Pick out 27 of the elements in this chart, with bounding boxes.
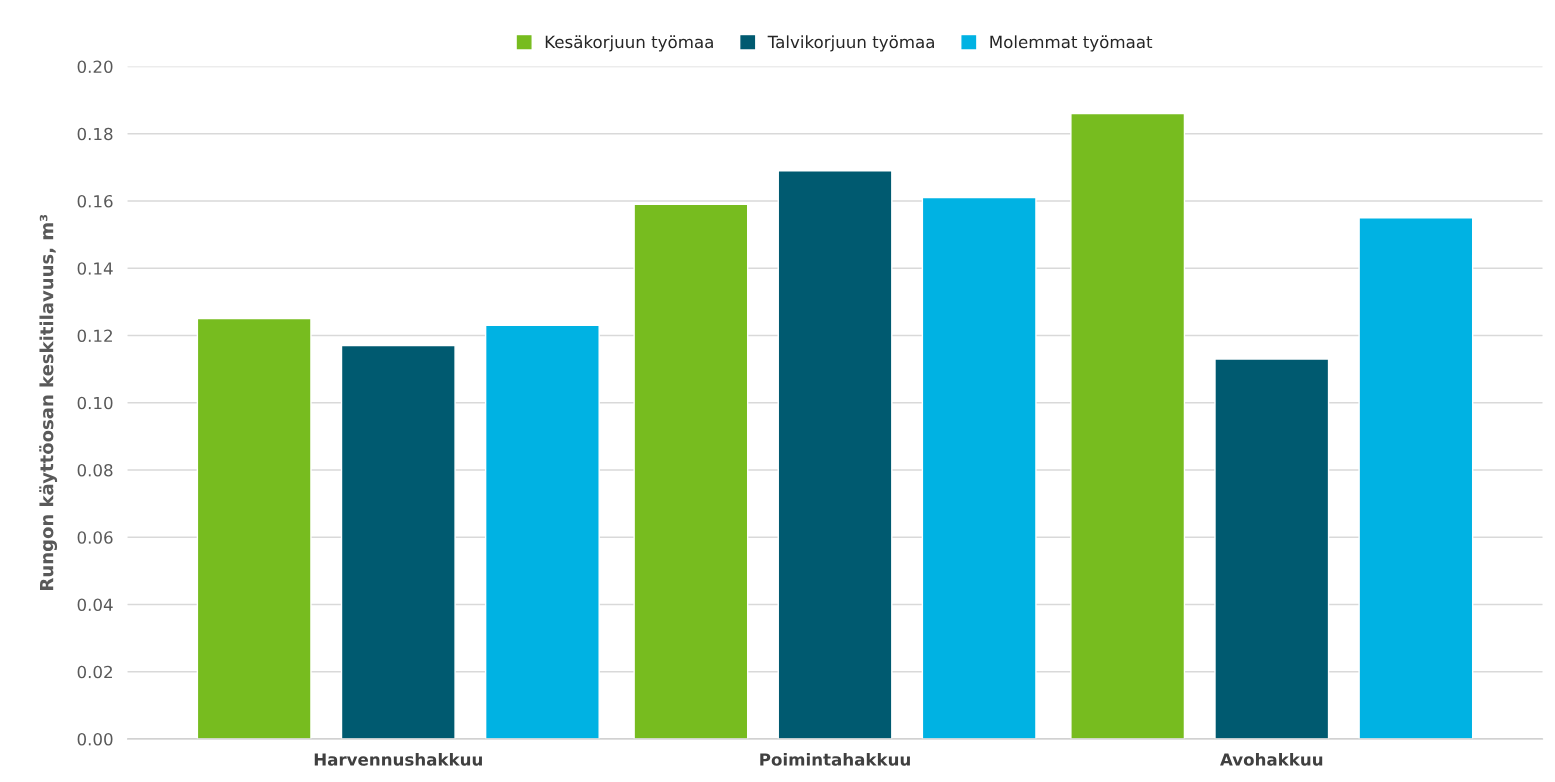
y-tick-label: 0.10 [77,396,113,410]
y-tick-label: 0.08 [77,463,113,477]
y-tick-label: 0.02 [77,665,112,679]
y-tick-label: 0.06 [77,531,113,544]
bar [1070,112,1186,739]
y-tick-label: 0.18 [77,127,113,141]
bar [196,317,312,739]
y-tick-label: 0.12 [77,329,112,343]
bar [484,324,600,739]
y-tick-label: 0.14 [77,262,113,275]
bar [921,196,1037,739]
legend-label: Talvikorjuun työmaa [767,35,934,52]
x-tick-label: Harvennushakkuu [314,752,482,766]
x-tick-label: Avohakkuu [1220,752,1323,766]
y-axis-title: Rungon käyttöosan keskitilavuus, m³ [39,214,58,590]
x-tick-label: Poimintahakkuu [760,752,910,766]
bar [1214,358,1330,739]
y-tick-label: 0.16 [77,194,113,208]
bar [1358,217,1474,739]
y-tick-label: 0.04 [77,598,113,612]
legend-label: Kesäkorjuun työmaa [545,35,713,52]
y-tick-label: 0.20 [77,60,113,74]
bar [777,170,893,739]
bar [633,203,749,739]
legend-label: Molemmat työmaat [990,35,1153,52]
y-tick-label: 0.00 [77,732,113,746]
bar [340,344,456,739]
